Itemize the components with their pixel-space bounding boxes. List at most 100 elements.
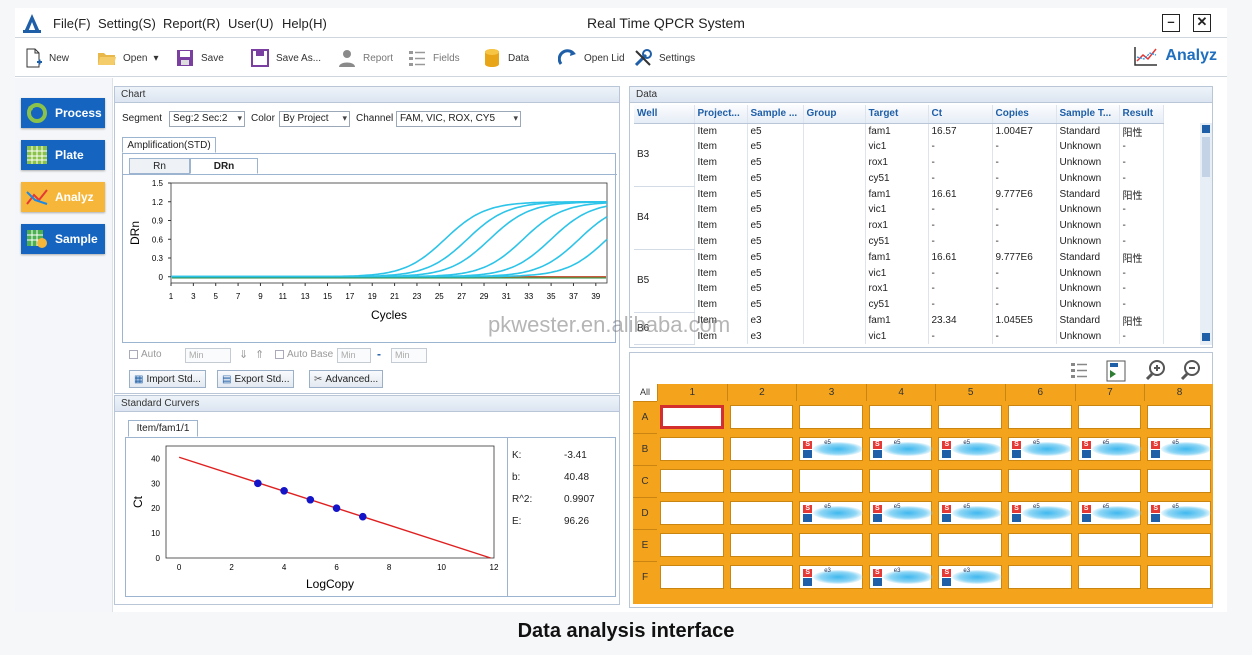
import-std-button[interactable]: ▦ Import Std... bbox=[129, 370, 206, 388]
nav-plate[interactable]: Plate bbox=[21, 140, 105, 170]
open-lid-button[interactable]: Open Lid bbox=[558, 48, 625, 68]
table-row[interactable]: B5 Item e5 fam1 16.61 9.777E6 Standard 阳性 bbox=[634, 249, 1164, 314]
plate-well[interactable] bbox=[1077, 565, 1142, 589]
list-view-icon[interactable] bbox=[1070, 361, 1088, 381]
plate-well[interactable] bbox=[868, 405, 933, 429]
plate-well[interactable] bbox=[660, 533, 724, 557]
plate-well[interactable] bbox=[938, 533, 1002, 557]
table-row[interactable]: Item e5 rox1- - Unknown - bbox=[634, 154, 1164, 171]
plate-well[interactable] bbox=[1077, 469, 1142, 493]
plate-well[interactable] bbox=[660, 501, 724, 525]
advanced-button[interactable]: ✂ Advanced... bbox=[309, 370, 384, 388]
base-end-input[interactable]: Min bbox=[391, 348, 427, 363]
tab-amplification[interactable]: Amplification(STD) bbox=[122, 137, 216, 153]
fields-button[interactable]: Fields bbox=[407, 48, 460, 68]
plate-column-header[interactable]: 6 bbox=[1005, 384, 1075, 401]
plate-column-header[interactable]: 2 bbox=[726, 384, 797, 401]
column-header[interactable]: Well bbox=[634, 105, 695, 124]
tab-rn[interactable]: Rn bbox=[129, 158, 190, 174]
plate-column-header[interactable]: 4 bbox=[865, 384, 936, 401]
plate-column-header[interactable]: 3 bbox=[796, 384, 866, 401]
plate-well[interactable] bbox=[729, 501, 794, 525]
plate-row-header[interactable]: C bbox=[633, 465, 657, 497]
scroll-down-arrow-icon[interactable] bbox=[1202, 333, 1210, 341]
plate-well[interactable] bbox=[1008, 469, 1072, 493]
plate-well[interactable] bbox=[799, 405, 863, 429]
plate-well[interactable] bbox=[1147, 469, 1211, 493]
tab-item-fam1[interactable]: Item/fam1/1 bbox=[128, 420, 198, 437]
column-header[interactable]: Sample T... bbox=[1056, 105, 1120, 124]
table-row[interactable]: Item e5 cy51- - Unknown - bbox=[634, 170, 1164, 187]
export-std-button[interactable]: ▤ Export Std... bbox=[217, 370, 295, 388]
plate-well[interactable] bbox=[1077, 533, 1142, 557]
data-scrollbar[interactable] bbox=[1200, 123, 1212, 345]
plate-well[interactable] bbox=[729, 565, 794, 589]
minimize-button[interactable]: – bbox=[1162, 14, 1180, 32]
new-button[interactable]: New bbox=[23, 48, 69, 68]
plate-well[interactable] bbox=[729, 469, 794, 493]
plate-row-header[interactable]: E bbox=[633, 529, 657, 561]
menu-help[interactable]: Help(H) bbox=[282, 16, 327, 31]
zoom-out-icon[interactable] bbox=[1180, 359, 1202, 381]
table-row[interactable]: B6 Item e3 fam1 23.34 1.045E5 Standard 阳性 bbox=[634, 312, 1164, 345]
scroll-thumb[interactable] bbox=[1202, 137, 1210, 177]
table-row[interactable]: B4 Item e5 fam1 16.61 9.777E6 Standard 阳性 bbox=[634, 186, 1164, 250]
plate-column-header[interactable]: 1 bbox=[657, 384, 727, 401]
nav-process[interactable]: Process bbox=[21, 98, 105, 128]
plate-well[interactable] bbox=[868, 469, 933, 493]
plate-well[interactable] bbox=[799, 469, 863, 493]
plate-well[interactable] bbox=[1147, 533, 1211, 557]
table-row[interactable]: Item e5 rox1- - Unknown - bbox=[634, 280, 1164, 297]
table-row[interactable]: B3 Item e5 fam1 16.57 1.004E7 Standard 阳性 bbox=[634, 123, 1164, 187]
plate-column-header[interactable]: 7 bbox=[1074, 384, 1145, 401]
plate-well[interactable] bbox=[868, 533, 933, 557]
color-select[interactable]: By Project bbox=[279, 111, 350, 127]
segment-select[interactable]: Seg:2 Sec:2 bbox=[169, 111, 245, 127]
plate-well[interactable] bbox=[660, 437, 724, 461]
zoom-in-icon[interactable] bbox=[1145, 359, 1167, 381]
menu-user[interactable]: User(U) bbox=[228, 16, 274, 31]
table-row[interactable]: Item e5 cy51- - Unknown - bbox=[634, 296, 1164, 313]
save-as-button[interactable]: Save As... bbox=[250, 48, 321, 68]
auto-checkbox[interactable]: Auto bbox=[129, 349, 162, 360]
table-row[interactable]: Item e5 rox1- - Unknown - bbox=[634, 217, 1164, 234]
plate-column-header[interactable]: 8 bbox=[1144, 384, 1214, 401]
nav-sample[interactable]: Sample bbox=[21, 224, 105, 254]
plate-well[interactable] bbox=[660, 469, 724, 493]
plate-well[interactable] bbox=[660, 405, 724, 429]
up-arrow-icon[interactable]: ⇑ bbox=[255, 349, 265, 361]
plate-well[interactable] bbox=[1147, 565, 1211, 589]
scroll-up-arrow-icon[interactable] bbox=[1202, 125, 1210, 133]
plate-row-header[interactable]: F bbox=[633, 561, 657, 593]
column-header[interactable]: Copies bbox=[992, 105, 1057, 124]
plate-well[interactable] bbox=[1147, 405, 1211, 429]
plate-row-header[interactable]: D bbox=[633, 497, 657, 529]
column-header[interactable]: Group bbox=[803, 105, 866, 124]
plate-well[interactable] bbox=[938, 405, 1002, 429]
channel-select[interactable]: FAM, VIC, ROX, CY5 bbox=[396, 111, 521, 127]
report-button[interactable]: Report bbox=[337, 48, 393, 68]
plate-well[interactable] bbox=[729, 437, 794, 461]
plate-row-header[interactable]: A bbox=[633, 401, 657, 433]
plate-row-header[interactable]: B bbox=[633, 433, 657, 465]
menu-setting[interactable]: Setting(S) bbox=[98, 16, 156, 31]
auto-base-checkbox[interactable]: Auto Base bbox=[275, 349, 333, 360]
table-row[interactable]: Item e5 vic1- - Unknown - bbox=[634, 201, 1164, 218]
column-header[interactable]: Target bbox=[865, 105, 929, 124]
close-button[interactable]: ✕ bbox=[1193, 14, 1211, 32]
column-header[interactable]: Result bbox=[1119, 105, 1164, 124]
